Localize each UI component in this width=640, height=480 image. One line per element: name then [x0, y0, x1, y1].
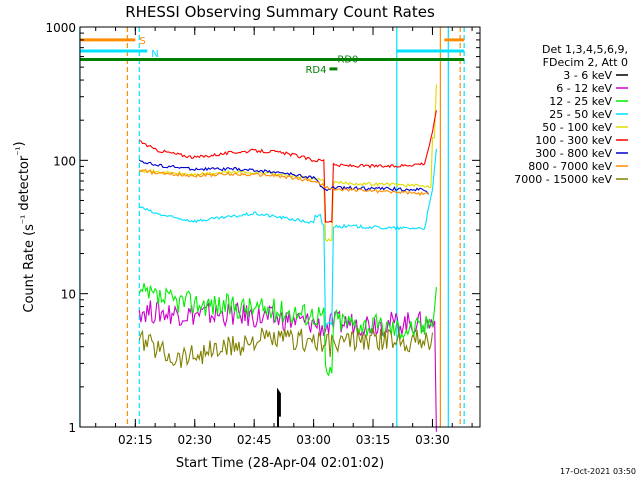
plot-frame: [79, 26, 481, 428]
y-axis-label: Count Rate (s⁻¹ detector⁻¹): [12, 141, 37, 312]
plot-area: SN RD0 RD4: [79, 27, 465, 432]
legend-entry-4: 25 - 50 keV: [549, 108, 612, 121]
series-line-4: [138, 148, 437, 328]
x-tick-label-1: 02:30: [177, 433, 212, 447]
legend-header-0: Det 1,3,4,5,6,9,: [542, 43, 628, 56]
legend-entry-1: 3 - 6 keV: [563, 69, 612, 82]
series-line-9: [138, 327, 434, 368]
annotation-n: N: [151, 49, 158, 60]
legend-entry-8: 800 - 7000 keV: [528, 160, 612, 173]
legend-entry-3: 12 - 25 keV: [549, 95, 612, 108]
annotation-rd0: RD0: [337, 55, 358, 66]
x-axis-label: Start Time (28-Apr-04 02:01:02): [176, 456, 384, 471]
series-line-8: [138, 168, 429, 197]
y-tick-label-0: 1: [68, 421, 76, 435]
y-tick-label-1: 10: [61, 288, 76, 302]
x-tick-label-2: 02:45: [237, 433, 272, 447]
x-tick-label-5: 03:30: [415, 433, 450, 447]
footer-timestamp: 17-Oct-2021 03:50: [560, 467, 636, 476]
axes: 02:15 02:30 02:45 03:00 03:15 03:30 1 10 100 1000: [45, 21, 480, 447]
series-line-2: [138, 298, 437, 432]
annotation-rd4: RD4: [305, 65, 326, 76]
legend-entry-2: 6 - 12 keV: [556, 82, 612, 95]
y-tick-label-3: 1000: [45, 21, 76, 35]
y-tick-label-2: 100: [53, 154, 76, 168]
series-line-1: [277, 387, 281, 427]
annotation-s: S: [139, 36, 145, 47]
legend: Det 1,3,4,5,6,9,FDecim 2, Att 03 - 6 keV…: [514, 43, 628, 186]
series-line-3: [138, 283, 437, 377]
legend-entry-9: 7000 - 15000 keV: [514, 173, 612, 186]
x-tick-label-4: 03:15: [356, 433, 391, 447]
series-line-7: [139, 159, 429, 195]
legend-entry-5: 50 - 100 keV: [542, 121, 612, 134]
x-tick-label-3: 03:00: [296, 433, 331, 447]
series-line-6: [139, 110, 437, 223]
chart-title: RHESSI Observing Summary Count Rates: [125, 3, 435, 21]
legend-entry-7: 300 - 800 keV: [535, 147, 612, 160]
legend-entry-6: 100 - 300 keV: [535, 134, 612, 147]
x-tick-label-0: 02:15: [118, 433, 153, 447]
legend-header-1: FDecim 2, Att 0: [543, 56, 628, 69]
series-line-5: [138, 84, 437, 242]
